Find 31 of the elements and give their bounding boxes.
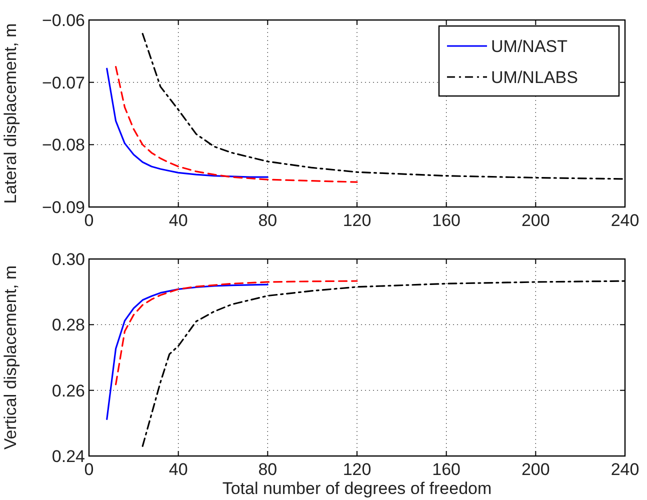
x-tick-label: 240 <box>610 460 640 479</box>
x-axis-title: Total number of degrees of freedom <box>222 479 492 498</box>
y-tick-label: 0.26 <box>52 381 85 400</box>
legend-label: UM/NAST <box>491 36 568 56</box>
y-tick-label: −0.06 <box>42 10 85 30</box>
y-tick-label: −0.09 <box>42 198 85 217</box>
x-tick-label: 40 <box>168 460 188 479</box>
x-tick-label: 120 <box>342 460 372 479</box>
x-tick-label: 160 <box>432 211 461 230</box>
y-tick-label: 0.30 <box>52 250 85 269</box>
x-tick-label: 240 <box>610 211 640 230</box>
x-tick-label: 200 <box>521 211 550 230</box>
x-tick-label: 0 <box>84 211 94 230</box>
y-tick-label: 0.28 <box>52 316 85 335</box>
line-series <box>106 284 268 420</box>
x-tick-label: 200 <box>521 460 550 479</box>
legend-label: UM/NLABS <box>491 68 578 87</box>
line-series <box>115 280 358 386</box>
x-tick-label: 40 <box>168 211 188 230</box>
line-series <box>106 68 268 178</box>
x-tick-label: 0 <box>84 460 94 479</box>
x-tick-label: 120 <box>342 211 372 230</box>
x-tick-label: 160 <box>432 460 461 479</box>
y-axis-title: Lateral displacement, m <box>1 23 20 204</box>
y-tick-label: 0.24 <box>52 446 85 466</box>
x-tick-label: 80 <box>258 460 278 479</box>
y-tick-label: −0.08 <box>42 136 85 155</box>
x-tick-label: 80 <box>258 211 278 230</box>
line-series <box>115 66 358 183</box>
y-tick-label: −0.07 <box>42 73 85 92</box>
y-axis-title: Vertical displacement, m <box>1 265 20 450</box>
